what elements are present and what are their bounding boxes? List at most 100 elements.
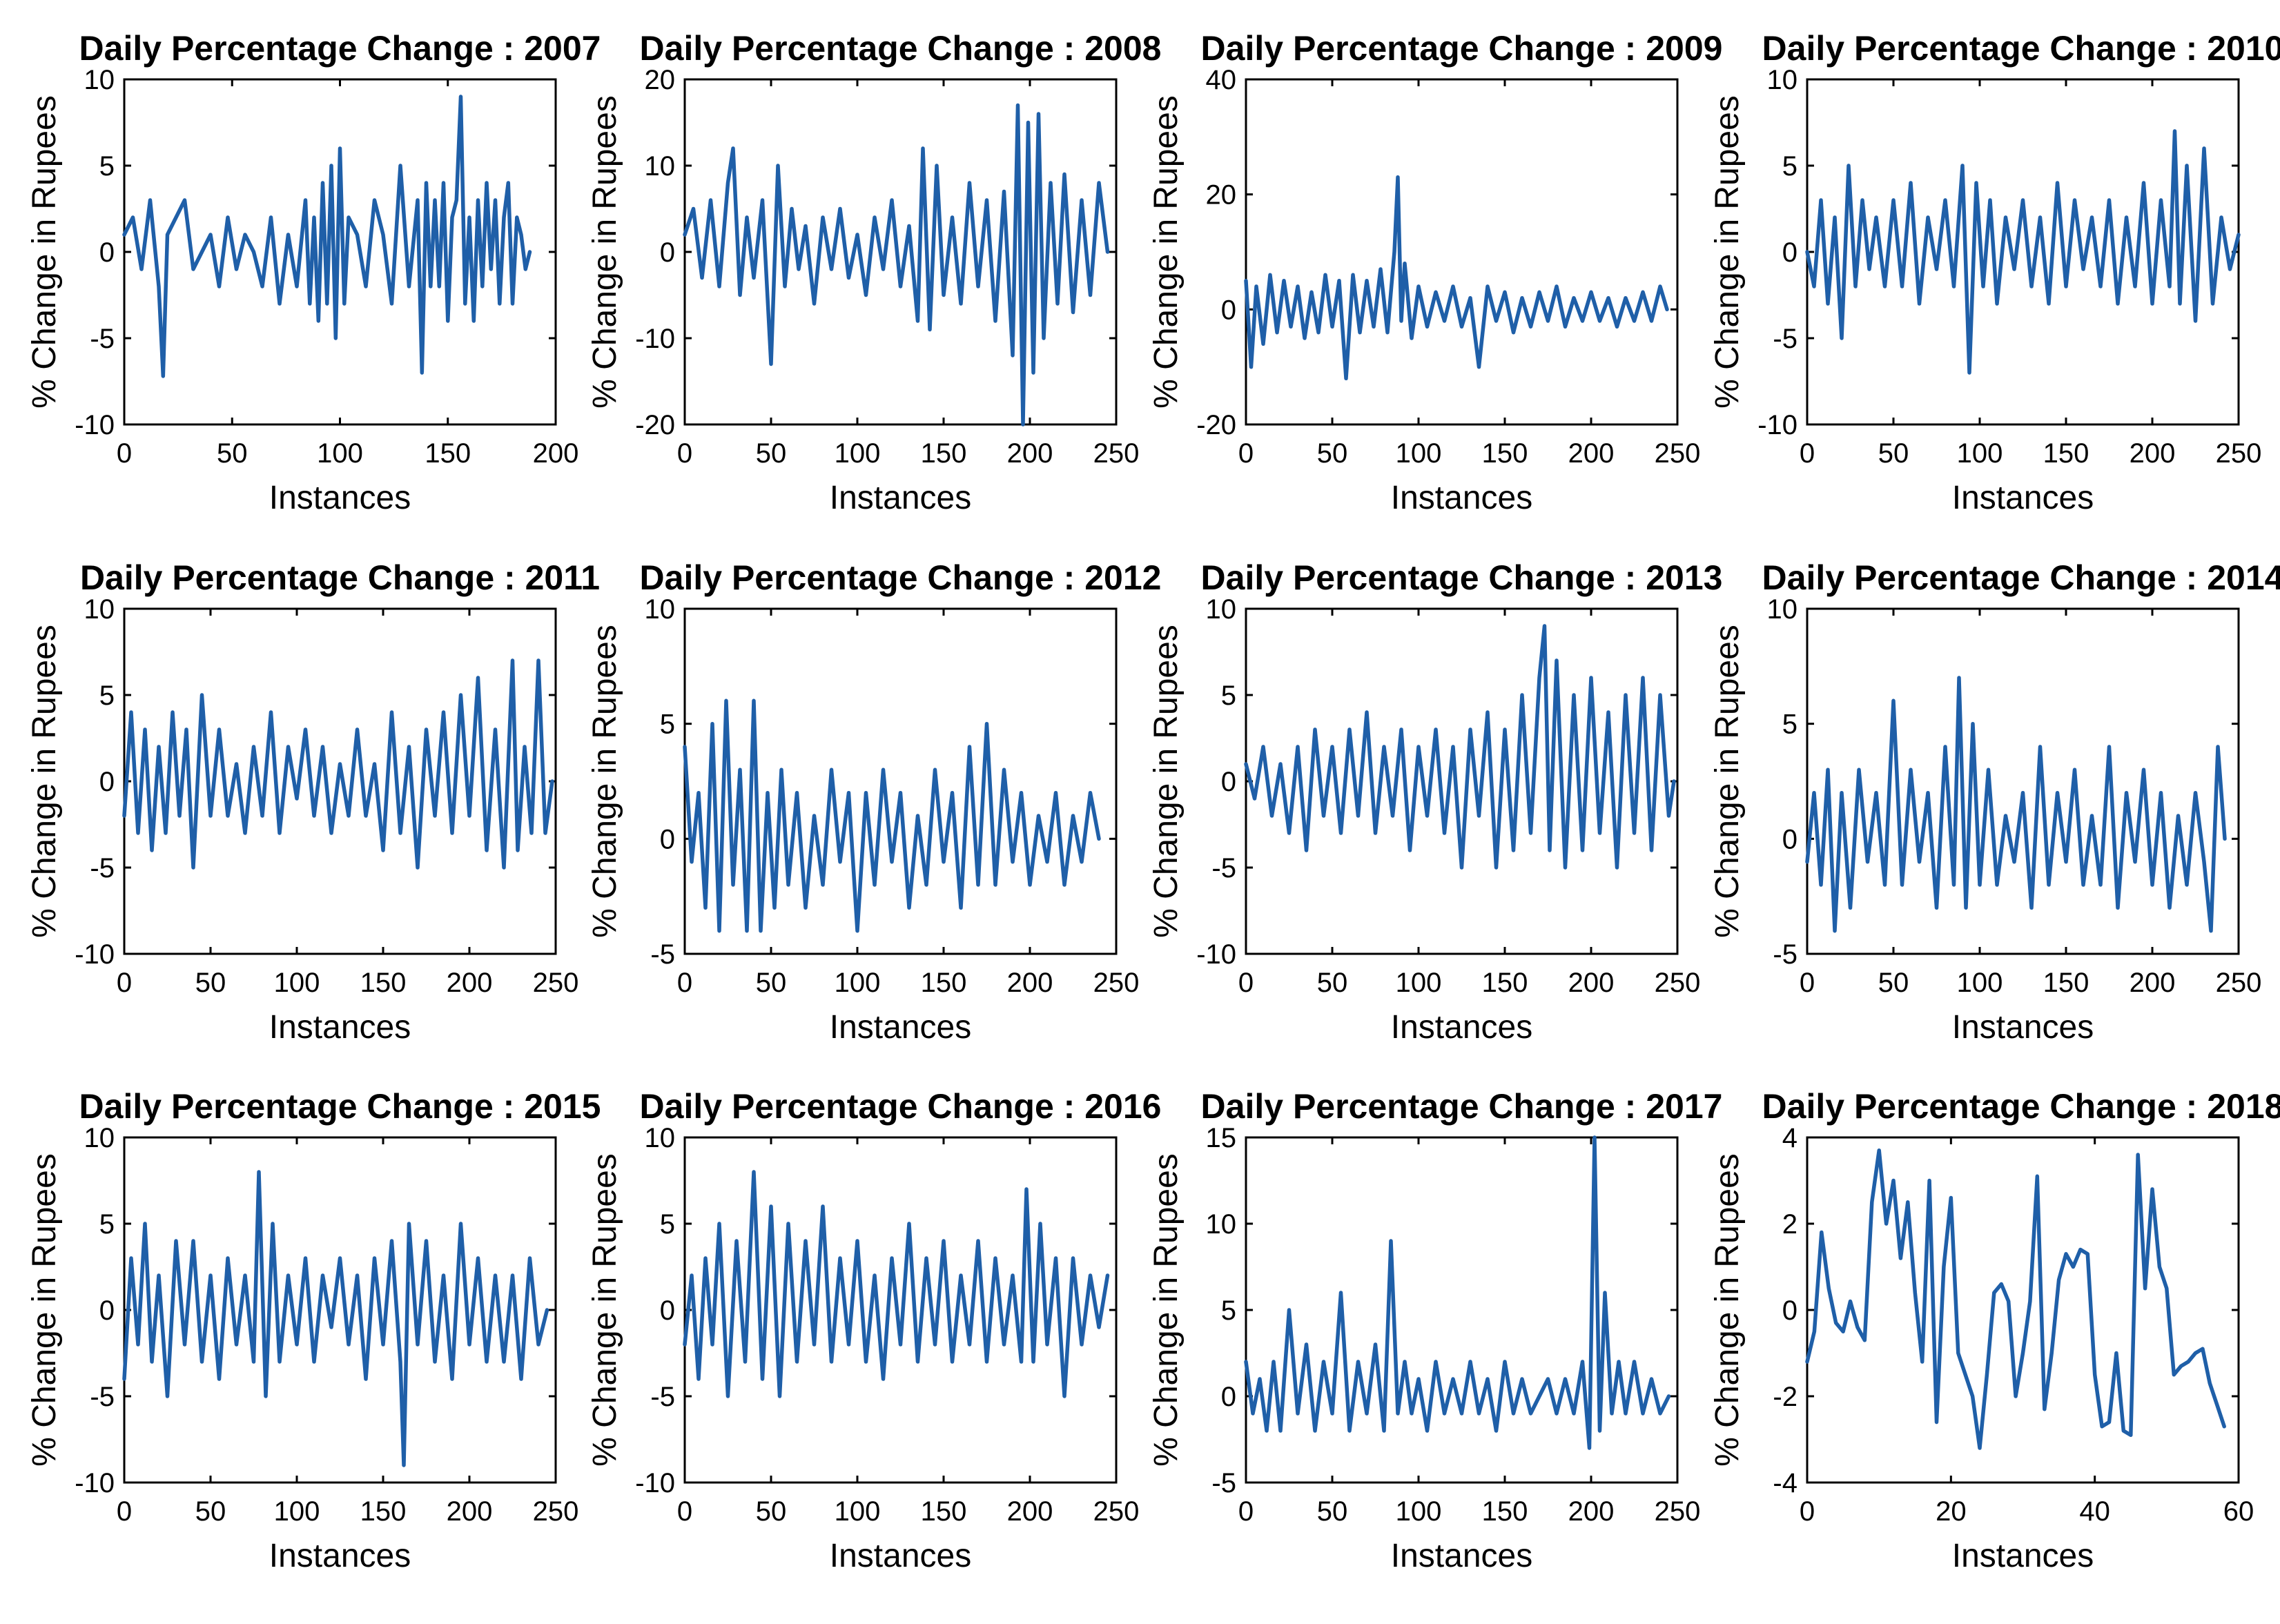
series-line [683,1170,1110,1398]
x-axis-label: Instances [1952,480,2094,516]
x-tick-label: 50 [1317,968,1348,998]
y-tick-label: 5 [99,681,115,711]
x-tick-label: 200 [533,438,579,469]
y-tick-label: -10 [1196,939,1236,970]
y-tick-label: -5 [650,939,675,970]
x-tick-label: 250 [1655,1496,1701,1527]
x-tick-label: 0 [677,968,692,998]
x-tick-label: 150 [921,968,967,998]
subplot-title: Daily Percentage Change : 2010 [1762,29,2280,68]
y-axis-label: % Change in Rupees [587,95,623,409]
x-tick-label: 100 [835,968,881,998]
axes-frame [1245,1136,1679,1484]
y-tick-label: -5 [90,853,115,883]
x-tick-label: 50 [756,1496,787,1527]
y-tick-label: -10 [635,1468,675,1498]
y-tick-label: 10 [645,151,676,182]
x-tick-label: 0 [117,968,132,998]
subplot-6: Daily Percentage Change : 2012 0 50 100 150 2… [587,558,1161,1046]
x-tick-label: 150 [921,438,967,469]
y-axis-label: % Change in Rupees [1148,1153,1185,1467]
x-axis-label: Instances [1391,480,1532,516]
x-tick-label: 150 [1482,1496,1528,1527]
x-tick-label: 50 [1317,438,1348,469]
x-tick-label: 100 [1396,968,1442,998]
x-tick-label: 250 [1093,968,1140,998]
x-tick-label: 100 [1396,438,1442,469]
y-axis-label: % Change in Rupees [587,1153,623,1467]
x-tick-label: 0 [117,438,132,469]
x-tick-label: 150 [425,438,471,469]
x-tick-label: 200 [447,1496,493,1527]
x-axis-label: Instances [269,1009,411,1046]
subplot-title: Daily Percentage Change : 2017 [1201,1087,1723,1126]
x-tick-label: 100 [1396,1496,1442,1527]
y-tick-label: 4 [1782,1123,1797,1153]
y-tick-label: -10 [75,410,115,440]
y-axis-label: % Change in Rupees [26,625,63,938]
y-axis-label: % Change in Rupees [1709,1153,1746,1467]
x-tick-label: 150 [2043,968,2089,998]
x-axis-label: Instances [830,1538,971,1574]
y-tick-label: -20 [635,410,675,440]
y-tick-label: 5 [660,1209,675,1240]
x-tick-label: 200 [1007,438,1053,469]
x-tick-label: 50 [195,968,226,998]
y-tick-label: -2 [1773,1382,1797,1412]
x-tick-label: 250 [533,1496,579,1527]
x-tick-label: 50 [1317,1496,1348,1527]
y-tick-label: 0 [1782,824,1797,854]
y-tick-label: 20 [645,65,676,95]
y-tick-label: 0 [1221,767,1236,797]
x-tick-label: 100 [317,438,363,469]
y-tick-label: 5 [660,710,675,740]
x-tick-label: 50 [756,968,787,998]
x-tick-label: 150 [2043,438,2089,469]
x-tick-label: 200 [1007,1496,1053,1527]
y-axis-label: % Change in Rupees [1148,625,1185,938]
subplot-title: Daily Percentage Change : 2013 [1201,558,1723,597]
x-tick-label: 250 [1655,438,1701,469]
y-tick-label: 20 [1206,180,1237,211]
y-axis-label: % Change in Rupees [1709,95,1746,409]
y-tick-label: 10 [84,65,115,95]
x-tick-label: 50 [756,438,787,469]
x-tick-label: 150 [921,1496,967,1527]
y-tick-label: 0 [99,1295,115,1326]
y-tick-label: 10 [84,594,115,625]
x-tick-label: 250 [2216,438,2262,469]
y-tick-label: 2 [1782,1209,1797,1240]
series-line [683,103,1110,427]
y-tick-label: 5 [1782,710,1797,740]
x-tick-label: 200 [1568,968,1615,998]
y-tick-label: 10 [84,1123,115,1153]
series-line [122,658,554,870]
series-line [1244,1135,1671,1450]
x-tick-label: 200 [447,968,493,998]
x-tick-label: 200 [1568,438,1615,469]
y-tick-label: -10 [75,1468,115,1498]
series-line [1805,1148,2226,1450]
y-tick-label: 10 [1206,594,1237,625]
y-tick-label: 0 [99,767,115,797]
axes-frame [1245,607,1679,955]
y-tick-label: 0 [1782,1295,1797,1326]
subplot-title: Daily Percentage Change : 2009 [1201,29,1723,68]
y-tick-label: 10 [1206,1209,1237,1240]
x-tick-label: 0 [1238,968,1254,998]
subplot-title: Daily Percentage Change : 2018 [1762,1087,2280,1126]
y-tick-label: -5 [1773,324,1797,354]
x-tick-label: 150 [360,1496,407,1527]
y-tick-label: 10 [645,594,676,625]
subplot-title: Daily Percentage Change : 2008 [640,29,1162,68]
subplot-title: Daily Percentage Change : 2011 [80,558,600,597]
subplot-title: Daily Percentage Change : 2012 [640,558,1162,597]
y-tick-label: 5 [99,1209,115,1240]
y-tick-label: -10 [75,939,115,970]
x-tick-label: 150 [1482,968,1528,998]
x-tick-label: 150 [360,968,407,998]
series-line [1244,175,1669,381]
